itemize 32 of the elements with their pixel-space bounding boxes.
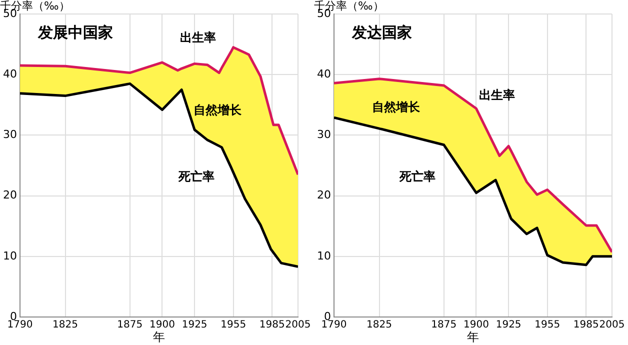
y-tick-label: 40: [316, 67, 331, 80]
x-tick-label: 1900: [150, 320, 175, 331]
annotation: 自然增长: [372, 100, 421, 114]
x-tick-label: 1875: [431, 320, 457, 331]
y-tick-label: 20: [2, 188, 17, 202]
x-tick-label: 1875: [117, 320, 143, 331]
x-tick-label: 1825: [366, 320, 392, 331]
text: 发展中国家: [36, 23, 113, 42]
x-tick-label: 1985: [259, 320, 285, 331]
x-tick-label: 1900: [464, 320, 489, 331]
x-tick-label: 2005: [599, 320, 625, 331]
y-tick-label: 30: [316, 128, 331, 142]
x-tick-label: 1825: [52, 320, 78, 331]
annotation: 自然增长: [193, 103, 242, 118]
y-tick-label: 40: [2, 67, 17, 80]
y-tick-label: 30: [2, 128, 17, 142]
x-tick-label: 1955: [220, 320, 246, 331]
annotation: 死亡率: [398, 170, 436, 184]
annotation: 死亡率: [178, 170, 215, 184]
x-axis-title: 年: [153, 330, 165, 344]
y-tick-label: 20: [316, 188, 331, 202]
annotation: 出生率: [478, 88, 515, 102]
x-tick-label: 1925: [182, 320, 208, 331]
y-tick-label: 10: [2, 249, 17, 262]
annotation: 出生率: [180, 30, 216, 44]
x-axis-title: 年: [467, 330, 479, 344]
x-tick-label: 1985: [573, 320, 599, 331]
x-tick-label: 1925: [496, 320, 522, 331]
x-tick-label: 1955: [534, 320, 560, 331]
x-tick-label: 2005: [285, 320, 311, 331]
y-tick-label: 10: [316, 249, 331, 262]
text: 发达国家: [350, 23, 412, 42]
